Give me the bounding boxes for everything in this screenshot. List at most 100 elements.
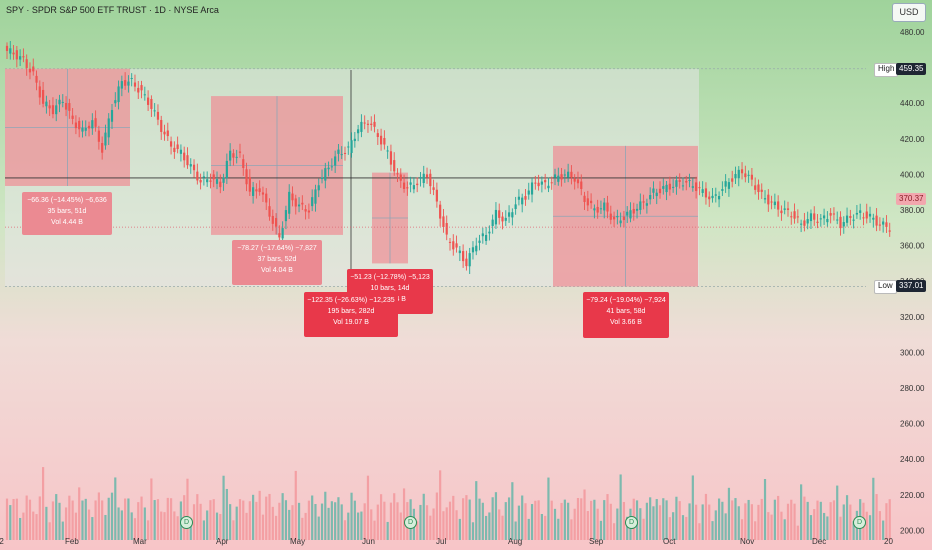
volume-bar [334,502,337,540]
candle-body [619,220,622,224]
candle-body [537,182,540,187]
volume-bar [524,503,527,540]
volume-bar [616,508,619,540]
volume-bar [107,497,110,540]
candle-body [15,50,18,60]
volume-bar [521,495,524,540]
candle-body [599,208,603,210]
volume-bar [156,499,160,540]
time-tick-label: Mar [133,537,147,546]
volume-bar [219,514,222,540]
price-tick-label: 260.00 [900,420,925,429]
volume-bar [258,490,261,540]
candle-body [156,111,160,120]
candle-body [872,217,875,220]
candle-body [859,210,862,213]
volume-bar [235,506,238,540]
volume-bar [317,516,320,540]
volume-bar [38,496,41,540]
candle-body [229,150,232,161]
candle-body [153,110,156,112]
dividend-badge-2[interactable]: D [404,516,417,529]
volume-bar [760,498,763,540]
candle-body [389,151,393,165]
candle-body [793,211,796,219]
candle-body [379,135,383,145]
volume-bar [301,517,304,540]
candle-body [668,183,671,190]
volume-bar [626,516,629,540]
candle-body [343,152,347,154]
price-tick-label: 300.00 [900,348,925,357]
volume-bar [245,512,248,540]
candle-body [133,82,137,87]
candle-body [573,178,576,182]
candle-body [297,204,301,207]
time-tick-label: Dec [812,537,826,546]
candle-body [347,146,350,148]
volume-bar [695,504,698,540]
volume-bar [291,505,294,540]
candle-body [514,204,517,210]
candle-body [675,180,678,187]
volume-bar [71,500,74,540]
candle-body [698,187,701,189]
volume-bar [836,485,839,540]
candle-body [829,213,832,216]
volume-bar [806,501,809,540]
volume-bar [570,519,573,540]
volume-bar [698,523,701,540]
volume-bar [688,503,691,540]
time-tick-label: 2022 [0,537,4,546]
measurement-label-1: −66.36 (−14.45%) −6,636 35 bars, 51d Vol… [22,192,112,235]
candle-body [232,153,235,158]
candle-body [593,208,596,211]
candle-body [130,78,133,80]
candle-body [55,105,58,115]
candle-body [806,219,809,224]
high-tag: High [874,63,899,77]
dividend-badge-3[interactable]: D [625,516,638,529]
candle-body [330,166,333,168]
candle-body [74,122,78,129]
volume-bar [560,502,563,540]
volume-bar [747,499,750,540]
candle-body [645,203,648,206]
last-price-value: 370.37 [896,193,927,205]
candle-body [458,250,461,254]
candle-body [796,216,799,218]
time-tick-label: Jun [362,537,375,546]
volume-bar [28,499,32,540]
candle-body [219,181,222,188]
volume-bar [261,514,265,540]
candle-body [176,144,179,150]
volume-bar [169,498,173,540]
currency-button[interactable]: USD [892,3,926,22]
candle-body [311,197,314,207]
candle-body [652,188,655,193]
volume-bar [110,492,114,540]
candle-body [212,174,215,180]
price-tick-label: 200.00 [900,526,925,535]
volume-bar [484,515,488,540]
volume-bar [442,511,445,540]
time-tick-label: Feb [65,537,79,546]
candle-body [294,198,297,207]
candle-body [196,171,199,181]
candle-body [649,195,652,200]
measurement-bars: 41 bars, 58d [606,308,646,315]
dividend-badge-1[interactable]: D [180,516,193,529]
dividend-badge-4[interactable]: D [853,516,866,529]
volume-bar [192,504,196,540]
candle-body [701,189,704,193]
volume-bar [130,512,133,540]
volume-bar [445,507,448,540]
volume-bar [704,493,708,540]
volume-bar [606,494,609,540]
volume-bar [143,507,146,540]
price-tick-label: 440.00 [900,99,925,108]
candle-body [596,206,599,213]
volume-bar [465,495,468,540]
volume-bar [58,502,61,540]
